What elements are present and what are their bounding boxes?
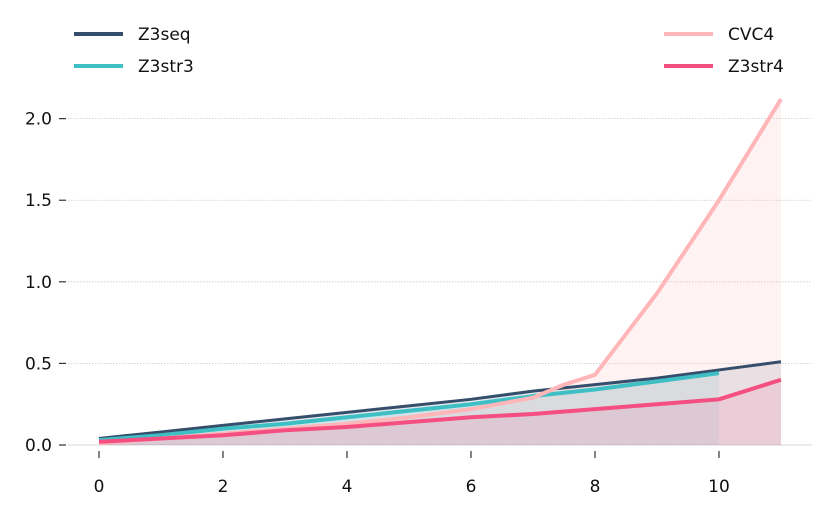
x-tick-label: 2 (218, 477, 229, 497)
legend-label-z3str4: Z3str4 (728, 57, 784, 77)
series-fills (99, 99, 781, 446)
y-tick-label: 0.0 (25, 436, 52, 456)
series-line-z3seq (98, 360, 782, 440)
x-tick-label: 0 (94, 477, 105, 497)
legend: Z3seq Z3str3 CVC4 Z3str4 (74, 25, 784, 77)
series-area-z3str4 (99, 379, 781, 445)
legend-label-z3seq: Z3seq (138, 25, 191, 45)
x-tick-label: 10 (708, 477, 730, 497)
legend-label-cvc4: CVC4 (728, 25, 774, 45)
y-tick-label: 1.5 (25, 191, 52, 211)
axes: 0.0 0.5 1.0 1.5 2.0 0 2 4 6 8 10 (25, 110, 730, 497)
x-tick-label: 6 (466, 477, 477, 497)
series-area-cvc4 (99, 99, 781, 446)
y-tick-label: 1.0 (25, 273, 52, 293)
y-tick-label: 2.0 (25, 110, 52, 130)
series-line-z3str4 (98, 377, 782, 444)
x-tick-label: 4 (342, 477, 353, 497)
gridlines (68, 118, 812, 446)
y-tick-label: 0.5 (25, 354, 52, 374)
series-lines (98, 98, 783, 446)
x-tick-label: 8 (590, 477, 601, 497)
legend-label-z3str3: Z3str3 (138, 57, 194, 77)
